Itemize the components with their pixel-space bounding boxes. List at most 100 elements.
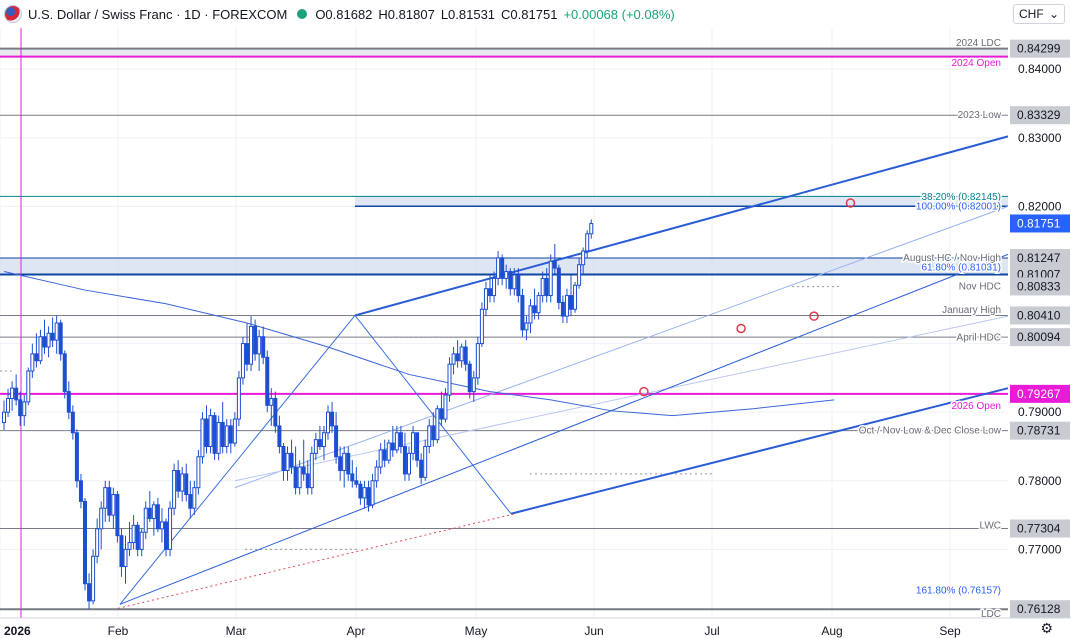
price-tick-label: 0.78000 xyxy=(1018,474,1062,488)
price-badge-text: 0.83329 xyxy=(1017,108,1061,122)
candle xyxy=(172,463,177,516)
candle-body xyxy=(95,528,100,557)
candle xyxy=(143,501,148,540)
candle xyxy=(216,415,221,461)
candle-body xyxy=(552,260,557,269)
candle xyxy=(386,439,391,464)
candle xyxy=(350,460,355,488)
candle-body xyxy=(245,343,249,365)
price-badge: 0.81751 xyxy=(1010,214,1070,233)
currency-selector[interactable]: CHF ⌄ xyxy=(1013,4,1065,24)
candle xyxy=(62,350,67,399)
candle-body xyxy=(204,418,209,447)
candle-body xyxy=(548,260,553,297)
candle xyxy=(135,521,140,557)
candle xyxy=(164,518,168,557)
candle-body xyxy=(342,452,347,472)
candle-body xyxy=(581,250,586,266)
level-label: 38.20% (0.82145) xyxy=(921,192,1001,203)
candle-body xyxy=(143,507,148,533)
candle xyxy=(30,343,35,378)
candle xyxy=(78,473,83,509)
candle-body xyxy=(475,343,480,379)
candle xyxy=(504,264,509,289)
price-badge-bg xyxy=(1010,306,1070,325)
candle xyxy=(147,491,152,522)
candle xyxy=(127,521,132,557)
ohlc-change: +0.00068 (+0.08%) xyxy=(563,6,675,22)
candle-body xyxy=(536,295,541,314)
candle xyxy=(382,439,387,468)
candle-body xyxy=(83,500,87,585)
candle xyxy=(447,357,452,402)
candle-body xyxy=(99,507,104,530)
candle-body xyxy=(42,336,47,348)
candle xyxy=(139,528,144,557)
candle xyxy=(528,298,533,334)
candle xyxy=(91,549,96,605)
candle xyxy=(168,501,173,557)
candle-body xyxy=(471,377,476,393)
level-label: 100.00% (0.82001) xyxy=(916,201,1001,212)
level-label: April HDC xyxy=(957,332,1001,343)
candle xyxy=(14,374,19,406)
candle-body xyxy=(540,277,545,297)
symbol-title[interactable]: U.S. Dollar / Swiss Franc · 1D · FOREXCO… xyxy=(28,6,288,22)
dotted-trendline xyxy=(117,513,516,609)
candle xyxy=(589,219,594,239)
candle xyxy=(544,268,549,303)
candle-body xyxy=(220,421,225,447)
candle-body xyxy=(176,470,181,492)
price-badge-bg xyxy=(1010,600,1070,619)
candle-body xyxy=(512,274,517,290)
candle-body xyxy=(273,397,278,427)
price-badge-text: 0.77304 xyxy=(1017,522,1061,536)
price-badge: 0.79267 xyxy=(1010,384,1070,403)
ohlc-high: H0.81807 xyxy=(378,6,435,22)
candle-body xyxy=(370,480,375,506)
candle-body xyxy=(18,399,23,417)
candle-body xyxy=(257,336,262,355)
candle xyxy=(552,244,557,275)
price-tick-label: 0.77000 xyxy=(1018,542,1062,556)
candle-body xyxy=(508,271,513,290)
ohlc-open: O0.81682 xyxy=(315,6,373,22)
candle-body xyxy=(520,295,525,331)
candle xyxy=(200,412,205,464)
candle-body xyxy=(172,470,177,509)
candle-body xyxy=(34,353,39,362)
candle-body xyxy=(589,223,594,235)
candle xyxy=(228,419,233,454)
candle-body xyxy=(216,421,221,454)
candle-body xyxy=(297,466,302,489)
price-badge-bg xyxy=(1010,519,1070,538)
candle xyxy=(496,250,501,286)
candle-body xyxy=(285,452,290,472)
candle xyxy=(188,480,193,519)
gear-icon[interactable]: ⚙ xyxy=(1040,620,1053,636)
candle xyxy=(297,460,302,495)
candle xyxy=(423,439,428,481)
candle-body xyxy=(402,445,407,475)
candle-body xyxy=(38,336,43,362)
candle-body xyxy=(208,415,213,447)
candle-body xyxy=(22,401,27,417)
candle xyxy=(58,319,63,361)
candle xyxy=(585,230,590,258)
market-status-dot-icon xyxy=(297,9,308,19)
candle xyxy=(103,480,108,522)
candle xyxy=(70,405,75,440)
time-axis-label: Feb xyxy=(108,624,129,638)
candle-body xyxy=(386,442,391,461)
candle xyxy=(54,315,59,354)
price-badge-bg xyxy=(1010,214,1070,233)
candle-body xyxy=(26,370,31,403)
candle xyxy=(151,501,156,536)
candle-body xyxy=(159,521,164,530)
candle xyxy=(548,254,553,303)
candle xyxy=(204,405,209,454)
candle xyxy=(419,453,424,485)
candle-body xyxy=(382,449,387,461)
price-badge: 0.76128 xyxy=(1010,600,1070,619)
